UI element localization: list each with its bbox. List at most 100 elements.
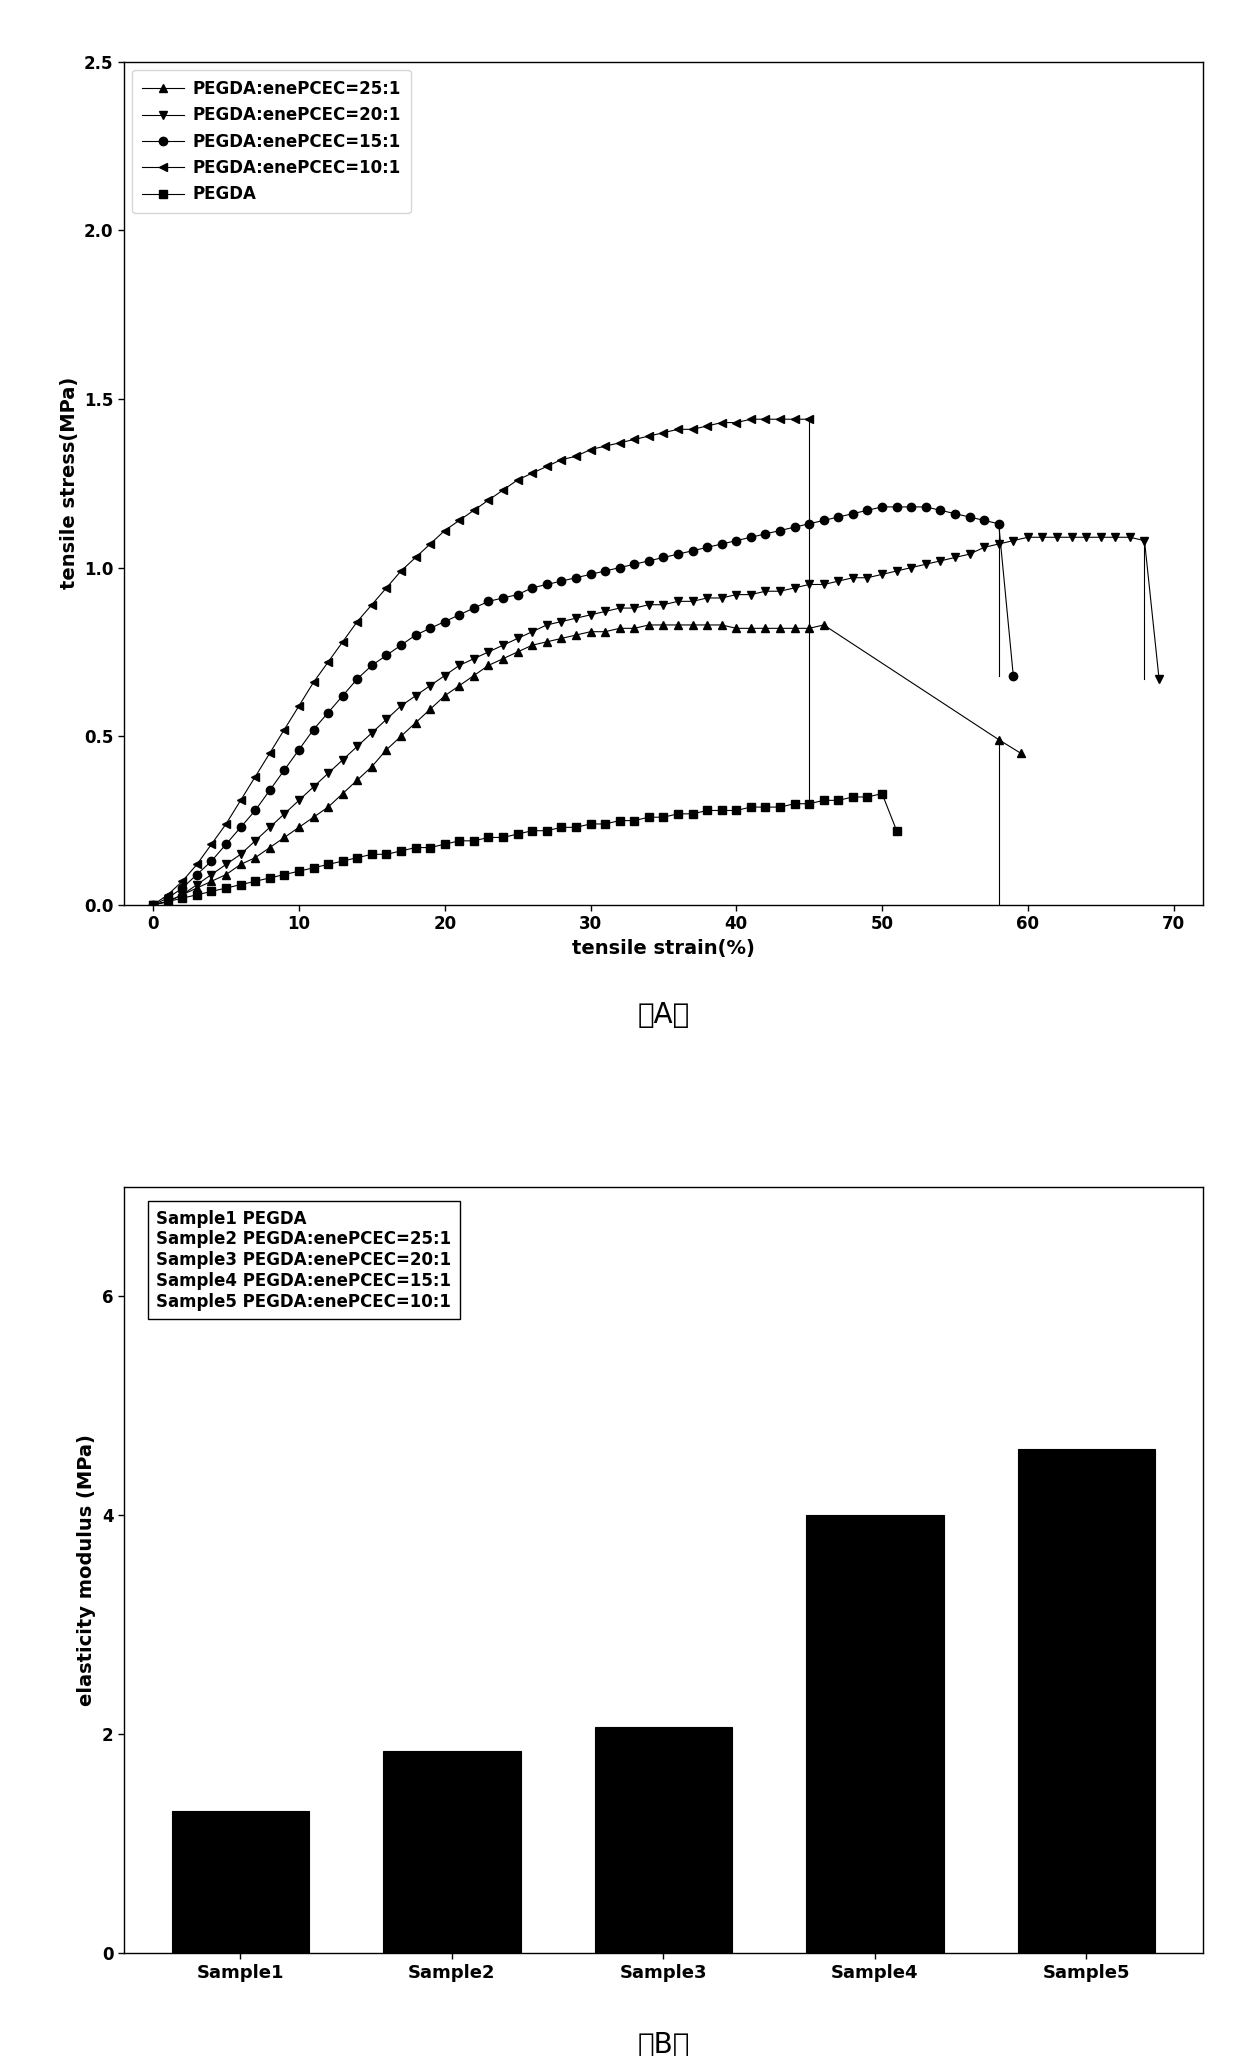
PEGDA:enePCEC=25:1 — [714, 613, 729, 637]
PEGDA:enePCEC=10:1 — [525, 461, 539, 485]
PEGDA — [146, 892, 161, 917]
PEGDA:enePCEC=25:1 — [496, 646, 511, 670]
PEGDA — [408, 835, 423, 859]
PEGDA:enePCEC=15:1 — [1006, 664, 1021, 689]
PEGDA:enePCEC=20:1 — [1152, 666, 1167, 691]
PEGDA:enePCEC=25:1 — [758, 617, 773, 641]
Text: Sample1 PEGDA
Sample2 PEGDA:enePCEC=25:1
Sample3 PEGDA:enePCEC=20:1
Sample4 PEGD: Sample1 PEGDA Sample2 PEGDA:enePCEC=25:1… — [156, 1209, 451, 1312]
PEGDA:enePCEC=25:1 — [205, 870, 219, 894]
PEGDA:enePCEC=10:1 — [205, 833, 219, 857]
PEGDA:enePCEC=10:1 — [758, 407, 773, 432]
PEGDA:enePCEC=10:1 — [773, 407, 787, 432]
PEGDA:enePCEC=10:1 — [656, 419, 671, 444]
Bar — [171, 1811, 309, 1953]
PEGDA:enePCEC=10:1 — [729, 411, 744, 436]
PEGDA:enePCEC=15:1 — [438, 609, 453, 633]
PEGDA:enePCEC=15:1 — [146, 892, 161, 917]
PEGDA:enePCEC=25:1 — [729, 617, 744, 641]
PEGDA — [831, 787, 846, 812]
PEGDA:enePCEC=10:1 — [146, 892, 161, 917]
PEGDA:enePCEC=25:1 — [248, 845, 263, 870]
Bar — [383, 1750, 521, 1953]
PEGDA:enePCEC=25:1 — [233, 851, 248, 876]
PEGDA:enePCEC=10:1 — [365, 592, 379, 617]
PEGDA:enePCEC=25:1 — [277, 824, 291, 849]
PEGDA:enePCEC=10:1 — [641, 424, 656, 448]
PEGDA:enePCEC=10:1 — [554, 448, 569, 473]
PEGDA:enePCEC=10:1 — [451, 508, 466, 533]
PEGDA:enePCEC=25:1 — [218, 861, 233, 886]
PEGDA:enePCEC=10:1 — [466, 498, 481, 522]
PEGDA:enePCEC=25:1 — [466, 664, 481, 689]
PEGDA:enePCEC=25:1 — [423, 697, 438, 722]
PEGDA:enePCEC=10:1 — [568, 444, 583, 469]
Text: （A）: （A） — [637, 1001, 689, 1028]
PEGDA:enePCEC=10:1 — [802, 407, 817, 432]
Y-axis label: elasticity modulus (MPa): elasticity modulus (MPa) — [77, 1433, 97, 1706]
PEGDA:enePCEC=25:1 — [160, 888, 175, 913]
PEGDA:enePCEC=25:1 — [365, 755, 379, 779]
PEGDA:enePCEC=10:1 — [263, 740, 278, 765]
PEGDA:enePCEC=25:1 — [525, 633, 539, 658]
PEGDA:enePCEC=25:1 — [350, 767, 365, 792]
PEGDA:enePCEC=25:1 — [408, 711, 423, 736]
PEGDA — [626, 808, 641, 833]
PEGDA:enePCEC=25:1 — [451, 672, 466, 697]
PEGDA:enePCEC=25:1 — [671, 613, 686, 637]
PEGDA:enePCEC=10:1 — [714, 411, 729, 436]
PEGDA — [889, 818, 904, 843]
PEGDA:enePCEC=25:1 — [1013, 740, 1028, 765]
PEGDA:enePCEC=10:1 — [613, 430, 627, 454]
PEGDA:enePCEC=25:1 — [991, 728, 1006, 752]
PEGDA:enePCEC=25:1 — [379, 738, 394, 763]
PEGDA:enePCEC=10:1 — [277, 718, 291, 742]
PEGDA:enePCEC=10:1 — [335, 629, 350, 654]
PEGDA:enePCEC=20:1 — [379, 707, 394, 732]
PEGDA:enePCEC=25:1 — [773, 617, 787, 641]
PEGDA — [874, 781, 889, 806]
PEGDA:enePCEC=10:1 — [291, 693, 306, 718]
PEGDA:enePCEC=10:1 — [699, 413, 714, 438]
PEGDA:enePCEC=10:1 — [787, 407, 802, 432]
PEGDA:enePCEC=25:1 — [787, 617, 802, 641]
PEGDA:enePCEC=25:1 — [641, 613, 656, 637]
Legend: PEGDA:enePCEC=25:1, PEGDA:enePCEC=20:1, PEGDA:enePCEC=15:1, PEGDA:enePCEC=10:1, : PEGDA:enePCEC=25:1, PEGDA:enePCEC=20:1, … — [133, 70, 410, 214]
PEGDA:enePCEC=10:1 — [539, 454, 554, 479]
PEGDA:enePCEC=10:1 — [233, 787, 248, 812]
PEGDA:enePCEC=15:1 — [291, 738, 306, 763]
PEGDA:enePCEC=25:1 — [802, 617, 817, 641]
PEGDA:enePCEC=10:1 — [481, 487, 496, 512]
PEGDA:enePCEC=20:1 — [451, 654, 466, 678]
PEGDA:enePCEC=25:1 — [510, 639, 525, 664]
PEGDA:enePCEC=25:1 — [626, 617, 641, 641]
PEGDA:enePCEC=20:1 — [1006, 528, 1021, 553]
PEGDA:enePCEC=25:1 — [568, 623, 583, 648]
PEGDA:enePCEC=25:1 — [146, 892, 161, 917]
PEGDA:enePCEC=10:1 — [510, 467, 525, 491]
PEGDA:enePCEC=25:1 — [613, 617, 627, 641]
Y-axis label: tensile stress(MPa): tensile stress(MPa) — [60, 376, 78, 590]
PEGDA:enePCEC=10:1 — [218, 812, 233, 837]
PEGDA:enePCEC=20:1 — [277, 802, 291, 827]
PEGDA:enePCEC=10:1 — [626, 428, 641, 452]
PEGDA:enePCEC=10:1 — [583, 438, 598, 463]
PEGDA:enePCEC=20:1 — [991, 533, 1006, 557]
Bar — [1018, 1449, 1156, 1953]
PEGDA:enePCEC=25:1 — [190, 876, 205, 901]
PEGDA:enePCEC=25:1 — [291, 814, 306, 839]
Bar — [806, 1515, 944, 1953]
PEGDA:enePCEC=10:1 — [744, 407, 759, 432]
PEGDA:enePCEC=15:1 — [686, 539, 701, 563]
PEGDA:enePCEC=25:1 — [306, 804, 321, 829]
PEGDA:enePCEC=10:1 — [321, 650, 336, 674]
PEGDA:enePCEC=10:1 — [175, 870, 190, 894]
X-axis label: tensile strain(%): tensile strain(%) — [572, 940, 755, 958]
PEGDA:enePCEC=10:1 — [393, 559, 408, 584]
Line: PEGDA:enePCEC=15:1: PEGDA:enePCEC=15:1 — [149, 504, 1018, 909]
PEGDA:enePCEC=25:1 — [686, 613, 701, 637]
PEGDA:enePCEC=15:1 — [423, 617, 438, 641]
PEGDA:enePCEC=25:1 — [175, 882, 190, 907]
Line: PEGDA:enePCEC=10:1: PEGDA:enePCEC=10:1 — [149, 415, 813, 909]
Line: PEGDA:enePCEC=25:1: PEGDA:enePCEC=25:1 — [149, 621, 1024, 909]
PEGDA:enePCEC=10:1 — [438, 518, 453, 543]
